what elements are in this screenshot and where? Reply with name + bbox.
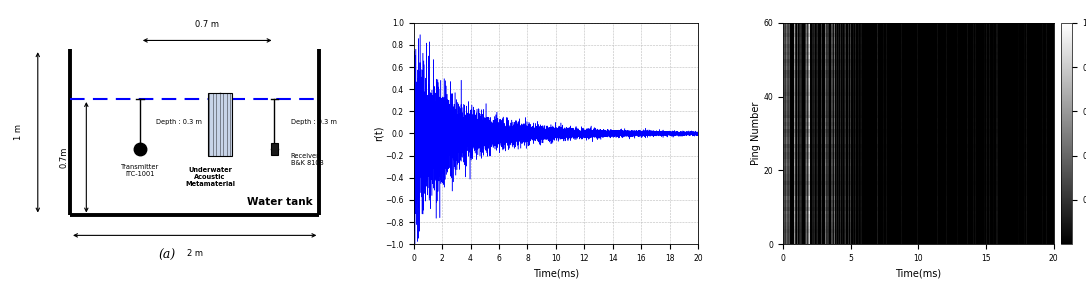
X-axis label: Time(ms): Time(ms) [895, 268, 942, 279]
Text: Depth : 0.3 m: Depth : 0.3 m [291, 119, 337, 125]
Text: (a): (a) [159, 249, 176, 262]
Text: 2 m: 2 m [187, 249, 203, 258]
Text: Water tank: Water tank [248, 197, 313, 206]
Bar [270, 143, 278, 154]
Y-axis label: r(t): r(t) [374, 126, 384, 141]
Text: Receiver
B&K 8103: Receiver B&K 8103 [291, 153, 324, 166]
Bar [207, 93, 231, 156]
X-axis label: Time(ms): Time(ms) [533, 268, 579, 279]
Text: Underwater
Acoustic
Metamaterial: Underwater Acoustic Metamaterial [185, 167, 235, 187]
Y-axis label: Ping Number: Ping Number [750, 102, 760, 165]
Text: Depth : 0.3 m: Depth : 0.3 m [156, 119, 202, 125]
Text: 0.7m: 0.7m [59, 147, 68, 168]
Text: 1 m: 1 m [14, 124, 23, 140]
Text: Transmitter
ITC-1001: Transmitter ITC-1001 [121, 164, 159, 178]
Text: 0.7 m: 0.7 m [195, 20, 219, 29]
